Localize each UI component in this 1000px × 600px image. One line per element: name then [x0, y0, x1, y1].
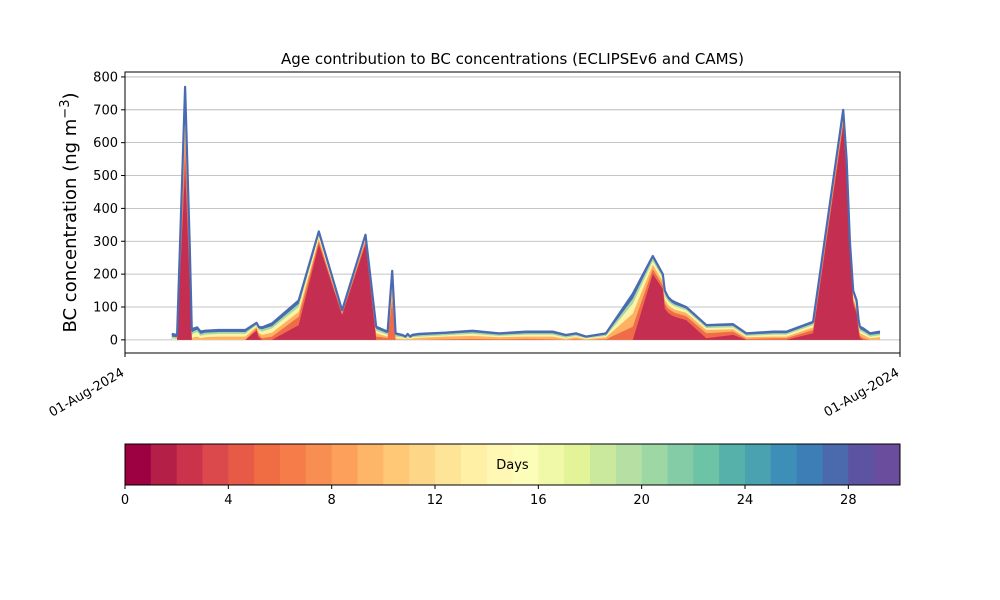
y-tick-label: 500	[93, 169, 118, 184]
plot-area	[171, 85, 881, 340]
y-tick-label: 700	[93, 103, 118, 118]
y-tick-label: 100	[93, 300, 118, 315]
colorbar-swatch	[150, 444, 178, 485]
chart-title: Age contribution to BC concentrations (E…	[281, 50, 744, 68]
colorbar-swatch	[770, 444, 798, 485]
y-tick-label: 200	[93, 268, 118, 283]
colorbar-swatch	[357, 444, 384, 485]
colorbar-swatch	[848, 444, 875, 485]
colorbar-swatch	[228, 444, 255, 485]
y-axis-label: BC concentration (ng m−3)	[58, 92, 81, 332]
colorbar-swatch	[564, 444, 591, 485]
colorbar-ticks: 0 4 8 12 16 20 24 28	[121, 485, 857, 508]
colorbar-tick-label: 8	[328, 493, 336, 508]
colorbar-swatch	[874, 444, 901, 485]
colorbar-tick-label: 0	[121, 493, 129, 508]
colorbar-swatch	[280, 444, 307, 485]
colorbar-swatch	[590, 444, 617, 485]
colorbar-swatch	[254, 444, 281, 485]
colorbar-swatch	[745, 444, 772, 485]
x-tick-label: 01-Aug-2024	[822, 365, 902, 420]
colorbar-swatch	[125, 444, 152, 485]
colorbar-swatch	[460, 444, 488, 485]
colorbar-tick-label: 24	[737, 493, 754, 508]
colorbar-swatch	[822, 444, 849, 485]
colorbar-tick-label: 4	[224, 493, 232, 508]
colorbar-swatch	[486, 444, 513, 485]
colorbar-swatch	[538, 444, 565, 485]
colorbar-swatch	[512, 444, 539, 485]
colorbar-swatch	[331, 444, 358, 485]
colorbar-swatch	[667, 444, 694, 485]
colorbar-swatch	[305, 444, 333, 485]
colorbar-swatch	[383, 444, 410, 485]
total-concentration-line	[171, 85, 881, 338]
y-tick-label: 800	[93, 70, 118, 85]
age-area-2-days	[171, 126, 881, 340]
age-area-22-days	[171, 96, 881, 340]
colorbar-swatch	[615, 444, 643, 485]
colorbar-swatch	[435, 444, 462, 485]
y-tick-label: 600	[93, 136, 118, 151]
colorbar	[125, 444, 901, 485]
y-grid	[125, 76, 900, 341]
x-axis-ticks: 01-Aug-2024 01-Aug-2024	[47, 353, 902, 421]
y-axis-ticks: 0 100 200 300 400 500 600 700 800	[93, 70, 125, 348]
age-area-10-days	[171, 117, 881, 340]
colorbar-swatch	[202, 444, 229, 485]
colorbar-tick-label: 28	[840, 493, 857, 508]
colorbar-tick-label: 12	[427, 493, 444, 508]
colorbar-swatch	[796, 444, 823, 485]
age-area-30-days	[171, 86, 881, 340]
plot-frame	[124, 71, 901, 354]
y-tick-label: 400	[93, 202, 118, 217]
colorbar-swatch	[409, 444, 436, 485]
x-tick-label: 01-Aug-2024	[47, 365, 127, 420]
age-area-16-days	[171, 109, 881, 340]
colorbar-tick-label: 20	[633, 493, 650, 508]
colorbar-frame	[124, 443, 901, 486]
y-tick-label: 300	[93, 235, 118, 250]
colorbar-swatch	[176, 444, 203, 485]
colorbar-swatch	[719, 444, 746, 485]
colorbar-swatch	[693, 444, 720, 485]
y-tick-label: 0	[110, 333, 118, 348]
colorbar-label: Days	[496, 458, 529, 473]
colorbar-swatch	[641, 444, 668, 485]
colorbar-tick-label: 16	[530, 493, 547, 508]
